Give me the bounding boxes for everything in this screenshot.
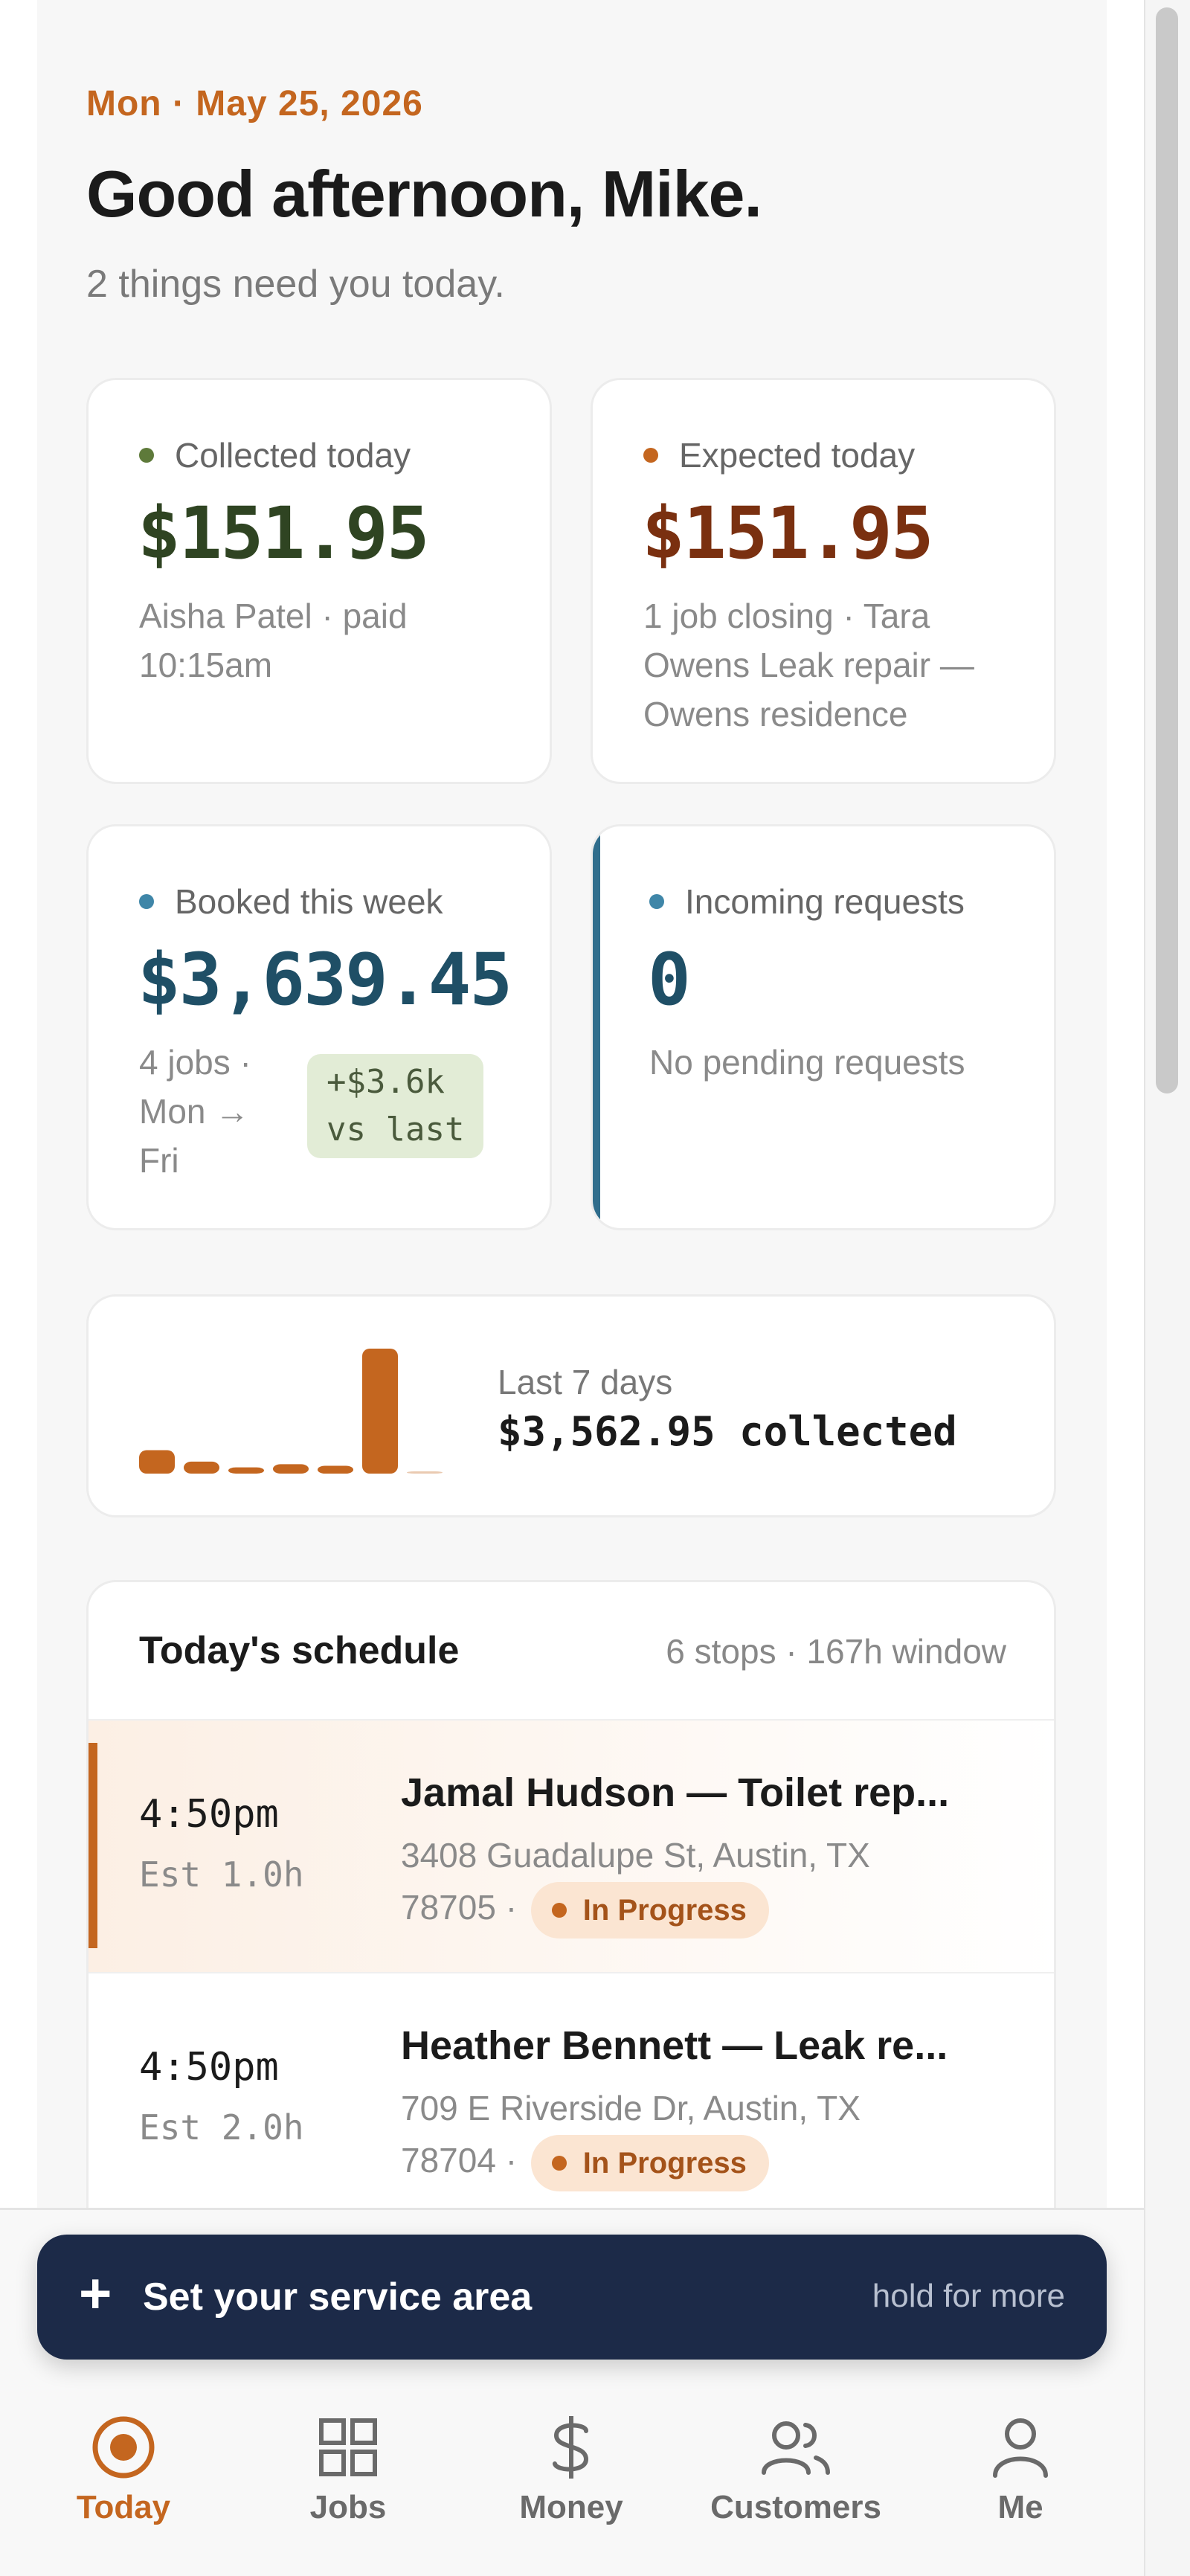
status-dot	[551, 1902, 567, 1918]
fab-hint: hold for more	[872, 2278, 1065, 2314]
card-accent-bar	[593, 826, 600, 1228]
bar-chart	[139, 1349, 443, 1474]
status-text: In Progress	[582, 2146, 747, 2180]
row-address: 709 E Riverside Dr, Austin, TX 78704 · I…	[401, 2082, 1011, 2191]
status-dot	[139, 448, 154, 463]
detail-line: 1 job closing · Tara	[643, 597, 930, 635]
badge-line: +$3.6k	[327, 1063, 445, 1101]
tab-label: Money	[519, 2489, 623, 2525]
status-badge: In Progress	[530, 2134, 769, 2191]
booked-this-week-card[interactable]: Booked this week $3,639.45 4 jobs · Mon …	[86, 824, 552, 1230]
status-badge: In Progress	[530, 1881, 769, 1939]
schedule-row[interactable]: 4:50pm Est 2.0h Heather Bennett — Leak r…	[89, 1972, 1054, 2225]
chart-bar	[273, 1464, 309, 1474]
detail-line: 10:15am	[139, 646, 273, 684]
address-line-2: 78705 · In Progress	[401, 1881, 1011, 1939]
expected-label-row: Expected today	[643, 435, 915, 475]
chart-bar	[184, 1461, 219, 1474]
chart-bar	[362, 1349, 398, 1474]
address-zip: 78705 ·	[401, 1888, 518, 1927]
page-subtitle: 2 things need you today.	[86, 263, 505, 306]
grid-icon	[319, 2418, 377, 2476]
chart-bar	[407, 1471, 443, 1474]
tab-label: Today	[76, 2489, 171, 2525]
address-line: 3408 Guadalupe St, Austin, TX	[401, 1836, 870, 1875]
tab-label: Jobs	[309, 2489, 387, 2525]
bottom-tab-bar: Today Jobs Money Customers Me	[0, 2395, 1144, 2544]
active-row-accent	[89, 1743, 97, 1948]
card-label: Expected today	[679, 436, 916, 475]
row-estimate: Est 2.0h	[139, 2107, 304, 2148]
collected-today-card[interactable]: Collected today $151.95 Aisha Patel · pa…	[86, 378, 552, 784]
status-dot	[551, 2155, 567, 2171]
tab-money[interactable]: Money	[460, 2395, 683, 2544]
chart-bar	[139, 1450, 175, 1474]
chart-bar	[228, 1467, 264, 1474]
badge-line: vs last	[327, 1111, 465, 1149]
detail-line: Owens Leak repair —	[643, 646, 974, 684]
plus-icon: +	[79, 2262, 112, 2325]
booked-label-row: Booked this week	[139, 881, 443, 922]
tab-label: Customers	[710, 2489, 881, 2525]
detail-line: Owens residence	[643, 695, 908, 733]
scrollbar-thumb[interactable]	[1156, 7, 1178, 1093]
detail-line: Mon →	[139, 1092, 250, 1131]
schedule-title: Today's schedule	[139, 1629, 460, 1672]
tab-today[interactable]: Today	[12, 2395, 235, 2544]
tab-me[interactable]: Me	[909, 2395, 1132, 2544]
status-dot	[649, 894, 664, 909]
tab-label: Me	[997, 2489, 1043, 2525]
card-label: Booked this week	[175, 882, 443, 921]
address-zip: 78704 ·	[401, 2141, 518, 2180]
page-title: Good afternoon, Mike.	[86, 157, 762, 231]
set-service-area-button[interactable]: + Set your service area hold for more	[37, 2235, 1107, 2360]
schedule-row[interactable]: 4:50pm Est 1.0h Jamal Hudson — Toilet re…	[89, 1719, 1054, 1972]
target-icon	[92, 2416, 155, 2479]
row-title: Heather Bennett — Leak re...	[401, 2023, 948, 2068]
status-text: In Progress	[582, 1893, 747, 1927]
row-address: 3408 Guadalupe St, Austin, TX 78705 · In…	[401, 1829, 1011, 1939]
incoming-count: 0	[648, 938, 691, 1021]
user-icon	[993, 2418, 1048, 2478]
status-dot	[643, 448, 658, 463]
row-estimate: Est 1.0h	[139, 1854, 304, 1895]
detail-line: Fri	[139, 1141, 179, 1180]
collected-amount: $151.95	[138, 492, 430, 575]
address-line-2: 78704 · In Progress	[401, 2134, 1011, 2191]
row-time: 4:50pm	[139, 2045, 279, 2090]
expected-amount: $151.95	[642, 492, 934, 575]
collected-label-row: Collected today	[139, 435, 411, 475]
incoming-requests-card[interactable]: Incoming requests 0 No pending requests	[591, 824, 1056, 1230]
booked-amount: $3,639.45	[138, 938, 512, 1021]
chart-caption: Last 7 days	[498, 1363, 673, 1401]
date-label: Mon · May 25, 2026	[86, 84, 423, 123]
tab-jobs[interactable]: Jobs	[237, 2395, 460, 2544]
booked-detail: 4 jobs · Mon → Fri	[139, 1038, 251, 1185]
chart-bar	[318, 1465, 353, 1474]
dollar-icon	[553, 2416, 589, 2479]
incoming-label-row: Incoming requests	[649, 881, 965, 922]
row-time: 4:50pm	[139, 1792, 279, 1837]
card-label: Collected today	[175, 436, 411, 475]
last-7-days-card[interactable]: Last 7 days $3,562.95 collected	[86, 1294, 1056, 1517]
expected-today-card[interactable]: Expected today $151.95 1 job closing · T…	[591, 378, 1056, 784]
address-line: 709 E Riverside Dr, Austin, TX	[401, 2089, 861, 2127]
status-dot	[139, 894, 154, 909]
week-comparison-badge: +$3.6k vs last	[307, 1054, 484, 1158]
fab-label: Set your service area	[143, 2275, 533, 2319]
expected-detail: 1 job closing · Tara Owens Leak repair —…	[643, 591, 974, 739]
schedule-meta: 6 stops · 167h window	[666, 1632, 1006, 1671]
card-label: Incoming requests	[685, 882, 965, 921]
users-icon	[762, 2421, 830, 2475]
row-title: Jamal Hudson — Toilet rep...	[401, 1770, 950, 1815]
incoming-detail: No pending requests	[649, 1043, 965, 1082]
detail-line: 4 jobs ·	[139, 1043, 251, 1082]
detail-line: Aisha Patel · paid	[139, 597, 408, 635]
chart-total: $3,562.95 collected	[498, 1408, 957, 1455]
tab-customers[interactable]: Customers	[684, 2395, 907, 2544]
collected-detail: Aisha Patel · paid 10:15am	[139, 591, 408, 690]
